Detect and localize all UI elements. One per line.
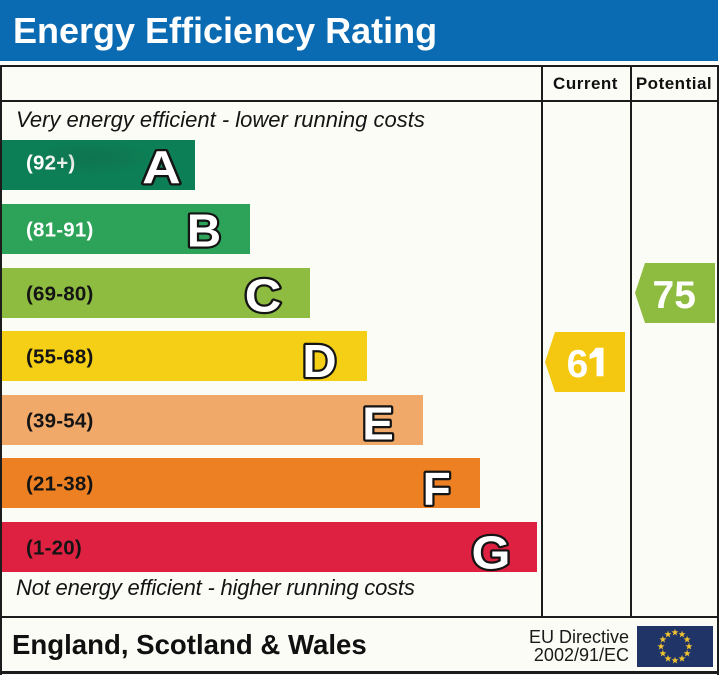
svg-text:6: 6 xyxy=(567,343,589,386)
svg-text:E: E xyxy=(362,398,394,449)
svg-text:D: D xyxy=(302,335,336,386)
svg-text:75: 75 xyxy=(653,274,696,317)
svg-text:C: C xyxy=(245,271,282,322)
svg-text:B: B xyxy=(187,205,221,256)
svg-text:F: F xyxy=(423,462,451,514)
svg-text:G: G xyxy=(472,527,511,579)
svg-text:A: A xyxy=(142,141,181,193)
